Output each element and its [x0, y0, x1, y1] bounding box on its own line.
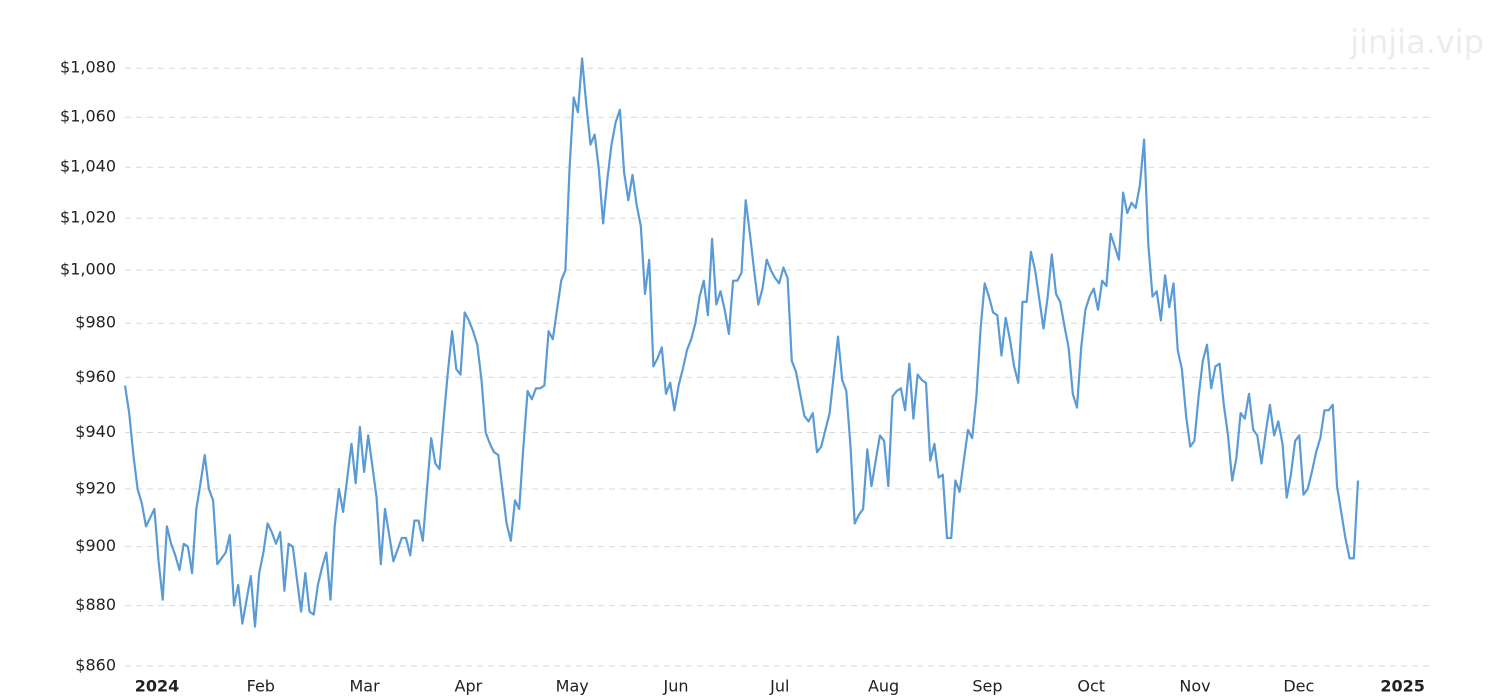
x-tick-label: Nov — [1179, 677, 1210, 696]
y-tick-label: $1,020 — [60, 208, 116, 227]
y-tick-label: $940 — [75, 422, 116, 441]
x-tick-label: Feb — [247, 677, 275, 696]
x-tick-label: 2024 — [135, 677, 180, 696]
y-tick-label: $1,000 — [60, 260, 116, 279]
x-tick-label: Jul — [769, 677, 789, 696]
x-tick-label: Oct — [1077, 677, 1105, 696]
price-line — [123, 57, 1360, 628]
y-tick-label: $1,080 — [60, 58, 116, 77]
watermark: jinjia.vip — [1349, 23, 1484, 61]
x-tick-label: Mar — [350, 677, 381, 696]
y-tick-label: $980 — [75, 313, 116, 332]
y-tick-label: $900 — [75, 536, 116, 555]
x-tick-label: Dec — [1283, 677, 1314, 696]
x-tick-label: Apr — [455, 677, 483, 696]
y-tick-label: $860 — [75, 656, 116, 675]
x-tick-label: Aug — [868, 677, 899, 696]
y-tick-label: $880 — [75, 595, 116, 614]
y-tick-label: $1,060 — [60, 107, 116, 126]
y-tick-label: $1,040 — [60, 157, 116, 176]
x-tick-label: Sep — [972, 677, 1002, 696]
y-tick-label: $960 — [75, 367, 116, 386]
x-tick-label: May — [556, 677, 589, 696]
x-tick-label: 2025 — [1380, 677, 1425, 696]
x-tick-label: Jun — [663, 677, 689, 696]
y-tick-label: $920 — [75, 479, 116, 498]
